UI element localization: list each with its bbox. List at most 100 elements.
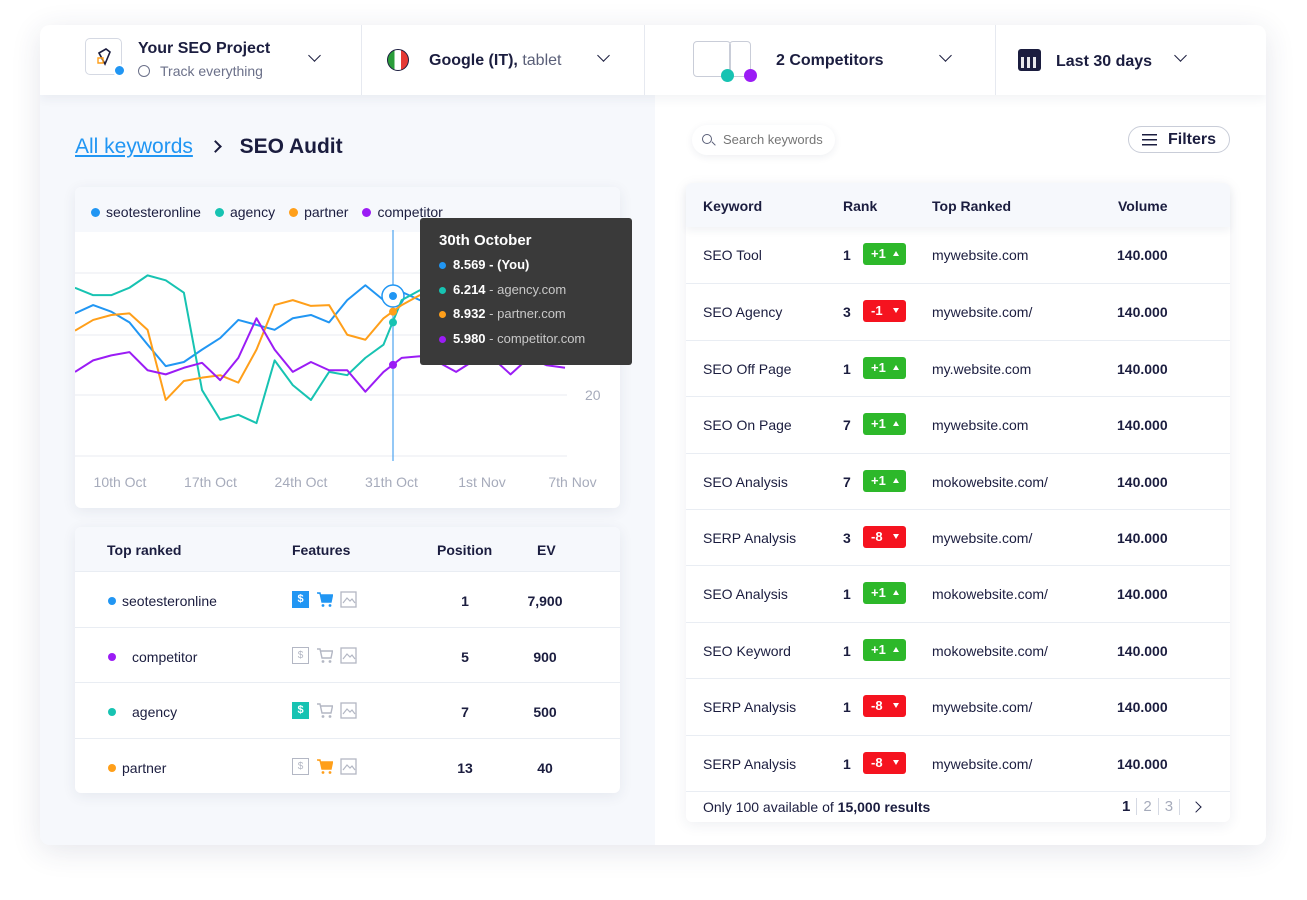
engine-name: Google (IT), bbox=[429, 52, 518, 69]
row-keyword[interactable]: SERP Analysis bbox=[703, 755, 797, 772]
results-prefix: Only 100 available of bbox=[703, 799, 834, 815]
legend-dot-icon bbox=[289, 208, 299, 217]
row-top-ranked[interactable]: mywebsite.com/ bbox=[932, 530, 1033, 546]
chevron-right-icon bbox=[208, 140, 222, 153]
row-volume: 140.000 bbox=[1117, 473, 1168, 490]
table-row[interactable]: partner $ 13 40 bbox=[75, 737, 620, 794]
row-top-ranked[interactable]: mokowebsite.com/ bbox=[932, 473, 1048, 490]
col-top-ranked[interactable]: Top Ranked bbox=[932, 198, 1012, 214]
search-input[interactable] bbox=[723, 132, 831, 147]
caret-up-icon bbox=[893, 364, 899, 370]
sliders-icon bbox=[1142, 134, 1157, 146]
rank-change-badge: +1 bbox=[863, 582, 906, 605]
row-top-ranked[interactable]: mokowebsite.com/ bbox=[932, 586, 1048, 603]
paid-ad-icon: $ bbox=[292, 757, 309, 775]
row-keyword[interactable]: SEO Tool bbox=[703, 247, 762, 263]
caret-up-icon bbox=[893, 646, 899, 652]
row-top-ranked[interactable]: mokowebsite.com/ bbox=[932, 642, 1048, 659]
legend-dot-icon bbox=[362, 208, 372, 217]
table-row[interactable]: SEO Analysis 1 +1 mokowebsite.com/ 140.0… bbox=[686, 565, 1230, 621]
tooltip-label: - partner.com bbox=[489, 306, 566, 321]
search-keywords-field[interactable] bbox=[692, 125, 835, 155]
hover-point-partner bbox=[389, 307, 397, 316]
legend-item-agency[interactable]: agency bbox=[214, 204, 275, 220]
rank-change-value: +1 bbox=[871, 585, 886, 601]
col-keyword[interactable]: Keyword bbox=[703, 198, 763, 214]
legend-item-competitor[interactable]: competitor bbox=[362, 204, 443, 220]
rank-change-badge: +1 bbox=[863, 413, 906, 436]
row-name: partner bbox=[122, 759, 167, 776]
competitors-selector[interactable]: 2 Competitors bbox=[645, 25, 996, 95]
x-tick-label: 1st Nov bbox=[458, 474, 505, 490]
project-subtitle: Track everything bbox=[160, 63, 263, 79]
legend-item-partner[interactable]: partner bbox=[289, 204, 348, 220]
table-row[interactable]: SEO Tool 1 +1 mywebsite.com 140.000 bbox=[686, 227, 1230, 283]
table-row[interactable]: SERP Analysis 3 -8 mywebsite.com/ 140.00… bbox=[686, 509, 1230, 565]
top-bar: Your SEO Project Track everything Google… bbox=[40, 25, 1266, 95]
table-row[interactable]: competitor $ 5 900 bbox=[75, 626, 620, 683]
table-row[interactable]: SEO Off Page 1 +1 my.website.com 140.000 bbox=[686, 339, 1230, 396]
table-row[interactable]: SEO Keyword 1 +1 mokowebsite.com/ 140.00… bbox=[686, 621, 1230, 678]
row-top-ranked[interactable]: mywebsite.com/ bbox=[932, 699, 1033, 716]
x-tick-label: 17th Oct bbox=[184, 474, 237, 490]
series-dot-icon bbox=[108, 597, 116, 605]
chart-tooltip: 30th October 8.569 - (You) 6.214 - agency… bbox=[420, 218, 632, 365]
row-volume: 140.000 bbox=[1117, 247, 1168, 263]
x-tick-label: 7th Nov bbox=[548, 474, 596, 490]
page-1[interactable]: 1 bbox=[1122, 798, 1131, 815]
caret-up-icon bbox=[893, 477, 899, 483]
table-row[interactable]: SEO Analysis 7 +1 mokowebsite.com/ 140.0… bbox=[686, 452, 1230, 509]
chevron-down-icon[interactable] bbox=[308, 49, 321, 62]
col-volume[interactable]: Volume bbox=[1118, 198, 1168, 214]
row-keyword[interactable]: SEO Analysis bbox=[703, 473, 788, 490]
tooltip-value: 8.569 bbox=[453, 257, 486, 272]
date-range-selector[interactable]: Last 30 days bbox=[996, 25, 1266, 95]
search-engine-selector[interactable]: Google (IT), tablet bbox=[362, 25, 645, 95]
breadcrumb-all-keywords-link[interactable]: All keywords bbox=[75, 135, 193, 158]
table-row[interactable]: SEO Agency 3 -1 mywebsite.com/ 140.000 bbox=[686, 283, 1230, 339]
page-3[interactable]: 3 bbox=[1157, 798, 1179, 815]
row-keyword[interactable]: SEO Analysis bbox=[703, 586, 788, 603]
filters-button[interactable]: Filters bbox=[1128, 126, 1230, 153]
legend-item-seotesteronline[interactable]: seotesteronline bbox=[91, 204, 201, 220]
row-keyword[interactable]: SERP Analysis bbox=[703, 530, 797, 546]
paid-ad-icon: $ bbox=[292, 702, 309, 719]
chevron-down-icon[interactable] bbox=[939, 49, 952, 62]
chevron-down-icon[interactable] bbox=[597, 49, 610, 62]
row-keyword[interactable]: SEO Keyword bbox=[703, 642, 791, 659]
row-top-ranked[interactable]: mywebsite.com/ bbox=[932, 755, 1033, 772]
chart-legend: seotesteronline agency partner competitor bbox=[75, 187, 620, 232]
row-top-ranked[interactable]: mywebsite.com bbox=[932, 417, 1029, 434]
row-rank: 3 bbox=[843, 530, 851, 546]
caret-up-icon bbox=[893, 421, 899, 427]
series-dot-icon bbox=[439, 262, 446, 269]
row-ev: 900 bbox=[533, 648, 557, 665]
row-keyword[interactable]: SERP Analysis bbox=[703, 699, 797, 716]
row-keyword[interactable]: SEO Agency bbox=[703, 304, 783, 321]
row-rank: 3 bbox=[843, 304, 851, 321]
row-keyword[interactable]: SEO Off Page bbox=[703, 360, 792, 377]
series-dot-icon bbox=[439, 311, 446, 318]
row-volume: 140.000 bbox=[1117, 417, 1168, 434]
table-row[interactable]: SERP Analysis 1 -8 mywebsite.com/ 140.00… bbox=[686, 734, 1230, 791]
table-row[interactable]: agency $ 7 500 bbox=[75, 682, 620, 738]
table-row[interactable]: SERP Analysis 1 -8 mywebsite.com/ 140.00… bbox=[686, 678, 1230, 734]
project-selector[interactable]: Your SEO Project Track everything bbox=[40, 25, 362, 95]
row-position: 5 bbox=[461, 648, 469, 665]
page-2[interactable]: 2 bbox=[1136, 798, 1157, 815]
rank-change-badge: -8 bbox=[863, 695, 906, 718]
row-top-ranked[interactable]: mywebsite.com bbox=[932, 247, 1029, 263]
next-page-button[interactable] bbox=[1179, 798, 1202, 815]
next-page-icon[interactable] bbox=[1190, 800, 1202, 813]
row-ev: 7,900 bbox=[527, 593, 563, 609]
row-top-ranked[interactable]: my.website.com bbox=[932, 360, 1032, 377]
col-rank[interactable]: Rank bbox=[843, 198, 878, 214]
table-row[interactable]: SEO On Page 7 +1 mywebsite.com 140.000 bbox=[686, 396, 1230, 452]
row-keyword[interactable]: SEO On Page bbox=[703, 417, 792, 434]
chevron-down-icon[interactable] bbox=[1174, 49, 1187, 62]
row-top-ranked[interactable]: mywebsite.com/ bbox=[932, 304, 1033, 321]
rank-change-badge: +1 bbox=[863, 469, 906, 492]
table-row[interactable]: seotesteronline $ 1 7,900 bbox=[75, 571, 620, 627]
